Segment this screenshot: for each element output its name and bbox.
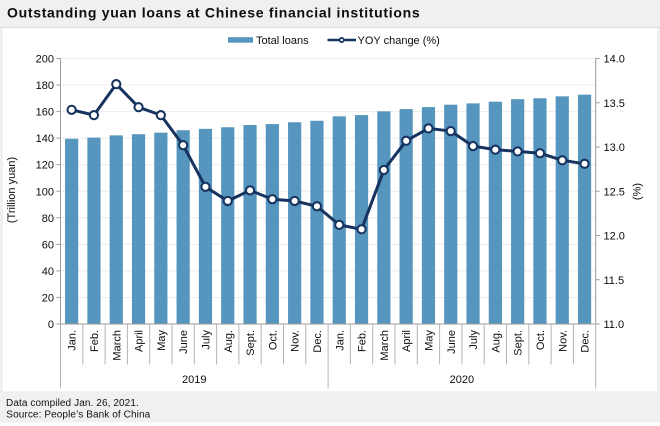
svg-text:11.0: 11.0 — [604, 319, 625, 331]
svg-text:Source: People’s Bank of China: Source: People’s Bank of China — [6, 410, 150, 421]
svg-text:(Trillion yuan): (Trillion yuan) — [6, 157, 18, 223]
svg-text:Sept.: Sept. — [245, 330, 257, 356]
svg-text:2019: 2019 — [182, 374, 206, 386]
svg-text:July: July — [200, 330, 212, 350]
svg-text:Jan.: Jan. — [334, 330, 346, 351]
svg-text:Nov.: Nov. — [290, 330, 302, 352]
svg-text:13.5: 13.5 — [604, 98, 625, 110]
svg-text:May: May — [156, 330, 168, 351]
svg-text:April: April — [401, 330, 413, 352]
svg-text:Feb.: Feb. — [357, 330, 369, 352]
svg-text:80: 80 — [42, 213, 54, 225]
svg-text:Jan.: Jan. — [67, 330, 79, 351]
svg-text:May: May — [423, 330, 435, 351]
svg-text:Data compiled Jan. 26, 2021.: Data compiled Jan. 26, 2021. — [6, 398, 139, 409]
svg-text:March: March — [111, 330, 123, 361]
svg-text:2020: 2020 — [450, 374, 474, 386]
svg-text:Total loans: Total loans — [256, 35, 309, 47]
svg-text:July: July — [468, 330, 480, 350]
svg-text:June: June — [446, 330, 458, 354]
svg-text:13.0: 13.0 — [604, 142, 625, 154]
svg-text:14.0: 14.0 — [604, 54, 625, 66]
svg-text:Aug.: Aug. — [223, 330, 235, 353]
svg-text:40: 40 — [42, 266, 54, 278]
svg-text:140: 140 — [36, 133, 54, 145]
svg-text:April: April — [134, 330, 146, 352]
svg-text:60: 60 — [42, 239, 54, 251]
svg-text:Outstanding yuan loans at Chin: Outstanding yuan loans at Chinese financ… — [7, 5, 420, 21]
svg-text:20: 20 — [42, 292, 54, 304]
svg-text:Oct.: Oct. — [267, 330, 279, 350]
svg-text:180: 180 — [36, 80, 54, 92]
svg-text:12.5: 12.5 — [604, 186, 625, 198]
svg-text:Dec.: Dec. — [312, 330, 324, 353]
svg-text:160: 160 — [36, 107, 54, 119]
svg-text:200: 200 — [36, 54, 54, 66]
svg-text:12.0: 12.0 — [604, 231, 625, 243]
svg-text:Dec.: Dec. — [580, 330, 592, 353]
svg-text:March: March — [379, 330, 391, 361]
svg-text:(%): (%) — [632, 183, 644, 200]
svg-text:Aug.: Aug. — [490, 330, 502, 353]
svg-text:YOY change (%): YOY change (%) — [358, 35, 440, 47]
svg-text:Sept.: Sept. — [513, 330, 525, 356]
svg-text:June: June — [178, 330, 190, 354]
svg-text:11.5: 11.5 — [604, 275, 625, 287]
svg-text:100: 100 — [36, 186, 54, 198]
svg-text:0: 0 — [48, 319, 54, 331]
svg-text:Nov.: Nov. — [557, 330, 569, 352]
svg-text:Oct.: Oct. — [535, 330, 547, 350]
svg-text:120: 120 — [36, 160, 54, 172]
svg-text:Feb.: Feb. — [89, 330, 101, 352]
